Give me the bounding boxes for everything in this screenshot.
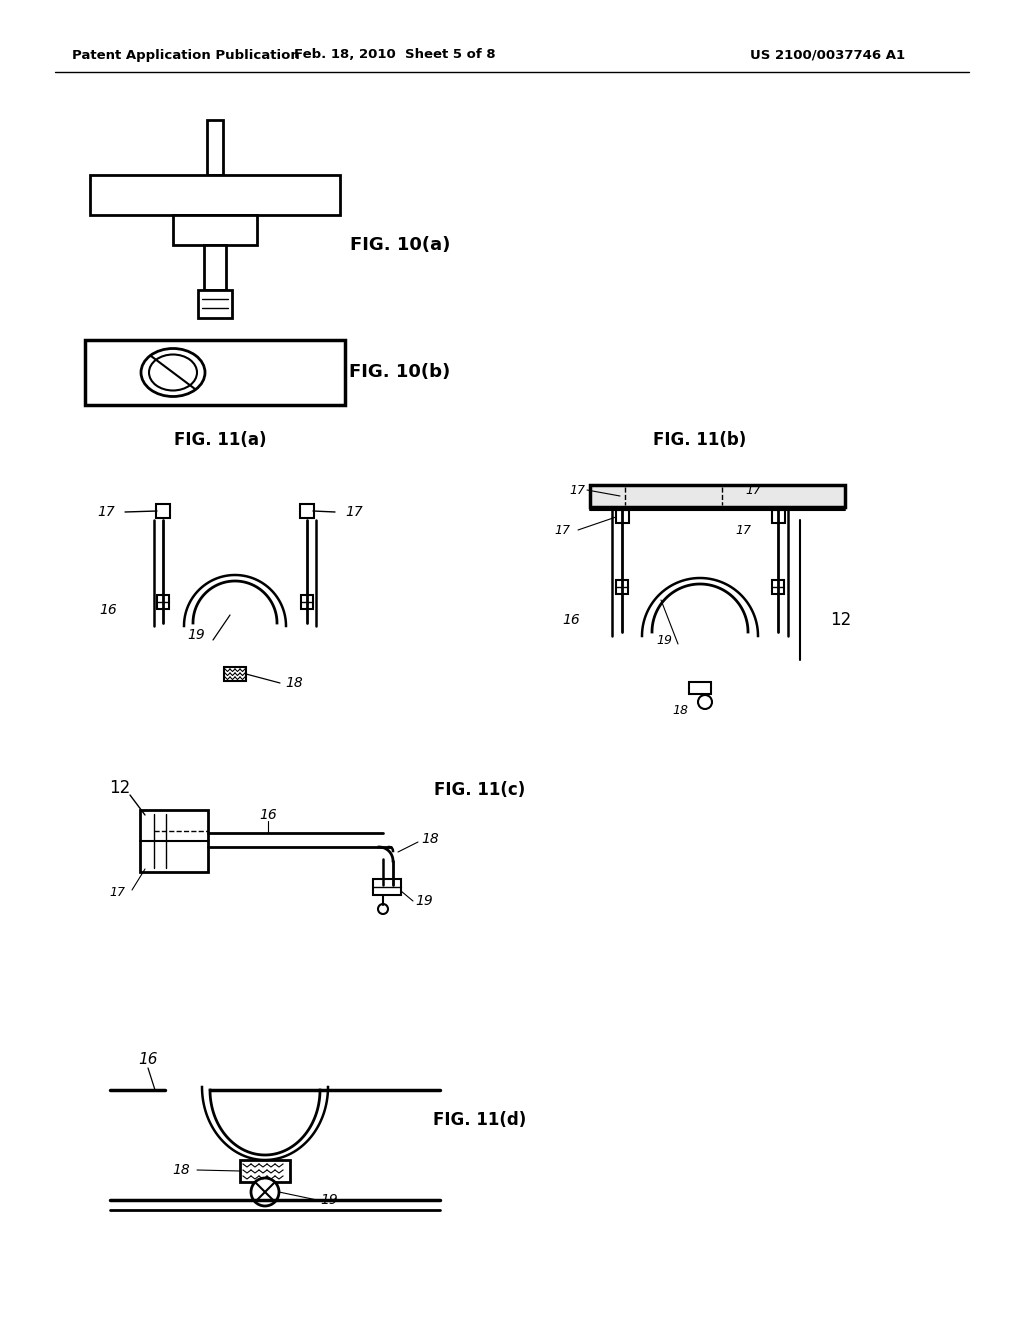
Text: FIG. 11(a): FIG. 11(a) xyxy=(174,432,266,449)
Bar xyxy=(156,504,170,517)
Bar xyxy=(240,1160,290,1181)
Text: FIG. 11(d): FIG. 11(d) xyxy=(433,1111,526,1129)
Circle shape xyxy=(251,1177,279,1206)
Text: 19: 19 xyxy=(656,634,672,647)
Text: 16: 16 xyxy=(562,612,580,627)
Text: FIG. 11(c): FIG. 11(c) xyxy=(434,781,525,799)
Text: FIG. 10(a): FIG. 10(a) xyxy=(350,236,451,253)
Text: 16: 16 xyxy=(99,603,117,616)
Bar xyxy=(140,810,208,873)
Text: 19: 19 xyxy=(415,894,433,908)
Circle shape xyxy=(698,696,712,709)
Text: 17: 17 xyxy=(97,506,115,519)
Bar xyxy=(198,290,232,318)
Text: 18: 18 xyxy=(672,704,688,717)
Bar xyxy=(204,246,226,290)
Bar xyxy=(301,595,313,609)
Bar xyxy=(173,215,257,246)
Bar xyxy=(157,595,169,609)
Bar xyxy=(90,176,340,215)
Bar xyxy=(373,879,401,895)
Text: FIG. 10(b): FIG. 10(b) xyxy=(349,363,451,381)
Text: US 2100/0037746 A1: US 2100/0037746 A1 xyxy=(750,49,905,62)
Bar xyxy=(616,510,629,523)
Text: 18: 18 xyxy=(172,1163,190,1177)
Text: 17: 17 xyxy=(735,524,751,536)
Bar xyxy=(772,510,785,523)
Bar xyxy=(616,579,628,594)
Bar xyxy=(85,341,345,405)
Bar xyxy=(772,579,784,594)
Bar xyxy=(224,667,246,681)
Bar xyxy=(300,504,314,517)
Text: 17: 17 xyxy=(345,506,362,519)
Text: 18: 18 xyxy=(285,676,303,690)
Bar xyxy=(590,484,845,507)
Bar xyxy=(207,120,223,176)
Text: 12: 12 xyxy=(110,779,131,797)
Text: Patent Application Publication: Patent Application Publication xyxy=(72,49,300,62)
Text: 12: 12 xyxy=(830,611,851,630)
Ellipse shape xyxy=(150,355,197,391)
Circle shape xyxy=(378,904,388,913)
Text: Feb. 18, 2010  Sheet 5 of 8: Feb. 18, 2010 Sheet 5 of 8 xyxy=(294,49,496,62)
Text: FIG. 11(b): FIG. 11(b) xyxy=(653,432,746,449)
Text: 18: 18 xyxy=(421,832,438,846)
Text: 16: 16 xyxy=(138,1052,158,1068)
Text: 17: 17 xyxy=(569,483,585,496)
Text: 17: 17 xyxy=(109,886,125,899)
Ellipse shape xyxy=(141,348,205,396)
Text: 17: 17 xyxy=(745,483,761,496)
Text: 19: 19 xyxy=(319,1193,338,1206)
Text: 16: 16 xyxy=(259,808,276,822)
Text: 17: 17 xyxy=(554,524,570,536)
Bar xyxy=(689,682,711,694)
Text: 19: 19 xyxy=(187,628,205,642)
